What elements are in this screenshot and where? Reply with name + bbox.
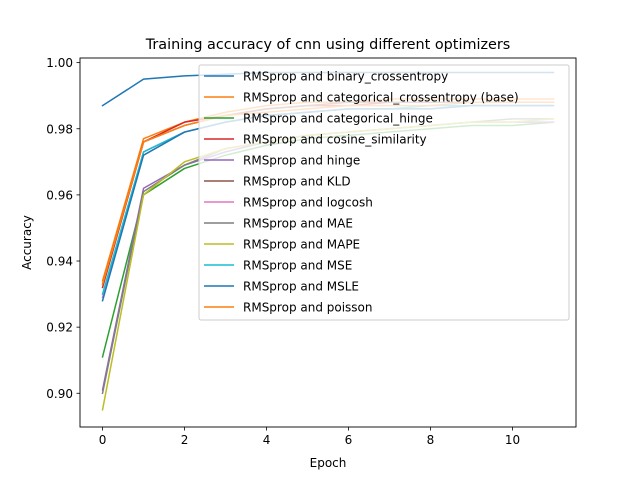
legend-label-9: RMSprop and MSE bbox=[243, 259, 352, 273]
y-tick-label: 0.92 bbox=[46, 321, 73, 335]
y-tick-label: 0.94 bbox=[46, 255, 73, 269]
chart-title: Training accuracy of cnn using different… bbox=[145, 37, 511, 53]
x-tick-label: 8 bbox=[427, 433, 435, 447]
x-axis-label: Epoch bbox=[310, 456, 347, 470]
legend-label-10: RMSprop and MSLE bbox=[243, 280, 359, 294]
legend-label-0: RMSprop and binary_crossentropy bbox=[243, 70, 448, 84]
legend-label-11: RMSprop and poisson bbox=[243, 301, 373, 315]
y-tick-label: 1.00 bbox=[46, 56, 73, 70]
plot-frame bbox=[79, 57, 577, 428]
legend-label-3: RMSprop and cosine_similarity bbox=[243, 133, 427, 147]
tick-layer: 0 2 4 6 8 10 0.90 0.92 0.94 0.96 0.98 1.00 bbox=[46, 56, 520, 447]
x-tick-label: 10 bbox=[505, 433, 520, 447]
y-axis-label: Accuracy bbox=[20, 215, 34, 270]
legend: RMSprop and binary_crossentropy RMSprop a… bbox=[198, 64, 570, 321]
legend-label-1: RMSprop and categorical_crossentropy (ba… bbox=[243, 91, 519, 105]
y-tick-label: 0.98 bbox=[46, 122, 73, 136]
y-tick-label: 0.96 bbox=[46, 188, 73, 202]
x-tick-label: 2 bbox=[181, 433, 189, 447]
legend-label-7: RMSprop and MAE bbox=[243, 217, 353, 231]
legend-label-8: RMSprop and MAPE bbox=[243, 238, 360, 252]
legend-box bbox=[198, 64, 570, 321]
legend-label-4: RMSprop and hinge bbox=[243, 154, 360, 168]
legend-label-5: RMSprop and KLD bbox=[243, 175, 351, 189]
legend-label-6: RMSprop and logcosh bbox=[243, 196, 373, 210]
x-tick-label: 4 bbox=[263, 433, 271, 447]
legend-label-2: RMSprop and categorical_hinge bbox=[243, 112, 433, 126]
y-tick-label: 0.90 bbox=[46, 387, 73, 401]
x-tick-label: 0 bbox=[99, 433, 107, 447]
x-tick-label: 6 bbox=[345, 433, 353, 447]
